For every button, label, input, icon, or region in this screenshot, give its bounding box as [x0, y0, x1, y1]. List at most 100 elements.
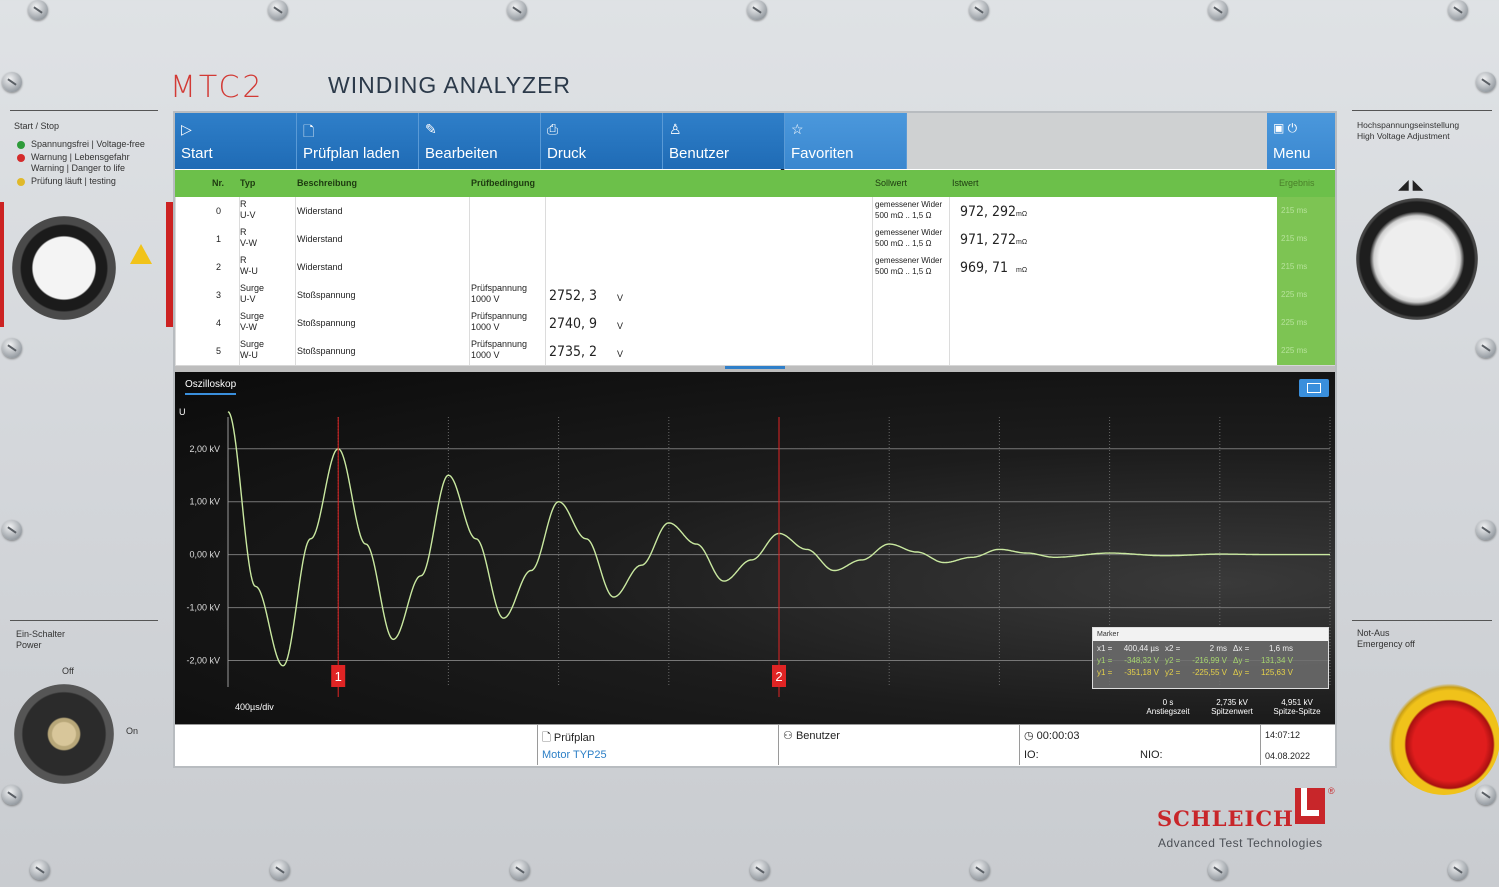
cell-typ: Surge U-V: [240, 283, 265, 304]
screw: [750, 860, 770, 880]
cell-pruefbedingung: Prüfspannung 1000 V: [471, 311, 528, 332]
table-row[interactable]: 5 Surge W-U Stoßspannung Prüfspannung 1000 …: [175, 337, 1335, 366]
user-button[interactable]: ♙ Benutzer: [663, 113, 785, 169]
screw: [1208, 860, 1228, 880]
oscilloscope-panel: Oszilloskop 2,00 kV 1,00 kV 0,00 kV -1,00 k…: [175, 372, 1335, 724]
table-row[interactable]: 2 R W-U Widerstand gemessener Wider 500 mΩ …: [175, 253, 1335, 282]
cell-ergebnis: 215 ms: [1277, 197, 1335, 225]
legend-item: Prüfung läuft | testing: [17, 176, 167, 189]
screw: [507, 0, 527, 20]
toolbar: ▷ Start 🗋 Prüfplan laden ✎ Bearbeiten ⎙ …: [175, 113, 1335, 179]
cell-istwert: 972, 292: [960, 204, 1017, 220]
cell-nr: 2: [216, 262, 222, 272]
fullscreen-button[interactable]: [1299, 379, 1329, 397]
cell-ergebnis: 225 ms: [1277, 309, 1335, 337]
cell-typ: Surge V-W: [240, 311, 265, 332]
start-stop-label: Start / Stop: [14, 121, 60, 131]
col-header-sollwert: Sollwert: [875, 170, 908, 197]
play-icon: ▷: [181, 121, 192, 137]
print-button[interactable]: ⎙ Druck: [541, 113, 663, 169]
red-led-icon: [17, 154, 25, 162]
measurement-peak: 2,735 kV Spitzenwert: [1211, 698, 1253, 716]
cell-nr: 0: [216, 206, 222, 216]
hv-arrows-icon: ◢ ◣: [1398, 176, 1424, 192]
user-icon: ⚇: [783, 730, 793, 742]
marker-cursor-label: 1: [335, 669, 342, 684]
cell-sollwert: [875, 311, 951, 339]
cell-measured-value: 2752, 3: [549, 288, 598, 304]
cell-unit: V: [617, 321, 624, 331]
screw: [268, 0, 288, 20]
col-header-pruefbedingung: Prüfbedingung: [471, 170, 535, 197]
right-divider: [1352, 620, 1492, 621]
start-stop-button[interactable]: [12, 216, 116, 320]
screw: [510, 860, 530, 880]
cell-beschreibung: Widerstand: [297, 262, 343, 272]
cell-ergebnis: 225 ms: [1277, 337, 1335, 365]
status-user[interactable]: ⚇ Benutzer: [778, 725, 1019, 765]
on-label: On: [126, 726, 139, 736]
hv-adjust-knob[interactable]: [1356, 198, 1478, 320]
cell-istwert-unit: mΩ: [1016, 267, 1028, 274]
measurement-peak-to-peak: 4,951 kV Spitze-Spitze: [1273, 698, 1321, 716]
tab-oszilloskop[interactable]: Oszilloskop: [185, 379, 237, 395]
cell-unit: V: [617, 293, 624, 303]
marker-box: Marker x1 = 400,44 µs x2 = 2 ms Δx = 1,6 ms y1…: [1092, 627, 1329, 689]
menu-button[interactable]: ▣ ⏻ Menu: [1267, 113, 1335, 169]
status-testplan[interactable]: 🗋 Prüfplan Motor TYP25: [537, 725, 778, 765]
y-tick-label: 2,00 kV: [189, 444, 220, 454]
power-key-switch[interactable]: [14, 684, 114, 784]
start-button[interactable]: ▷ Start: [175, 113, 297, 169]
time-value: 14:07:12: [1265, 730, 1301, 740]
legend-item: Spannungsfrei | Voltage-free: [17, 139, 167, 152]
screw: [1208, 0, 1228, 20]
cell-measured-value: 2735, 2: [549, 344, 598, 360]
status-timer: ◷ 00:00:03 IO: NIO:: [1019, 725, 1260, 765]
cell-nr: 1: [216, 234, 222, 244]
cell-istwert: 971, 272: [960, 232, 1017, 248]
load-testplan-button[interactable]: 🗋 Prüfplan laden: [297, 113, 419, 169]
screw: [747, 0, 767, 20]
table-row[interactable]: 0 R U-V Widerstand gemessener Wider 500 mΩ …: [175, 197, 1335, 226]
table-row[interactable]: 3 Surge U-V Stoßspannung Prüfspannung 1000 …: [175, 281, 1335, 310]
emergency-stop-button[interactable]: [1388, 683, 1499, 795]
cell-unit: V: [617, 349, 624, 359]
cell-typ: R U-V: [240, 199, 256, 220]
cell-sollwert: [875, 283, 951, 311]
cell-sollwert: gemessener Wider 500 mΩ .. 1,5 Ω: [875, 256, 943, 276]
test-table: Nr. Typ Beschreibung Prüfbedingung Sollw…: [175, 170, 1335, 366]
fullscreen-icon: [1307, 383, 1321, 393]
cell-measured-value: 2740, 9: [549, 316, 598, 332]
maker-name: SCHLEICH: [1157, 806, 1294, 831]
table-header: [175, 170, 1335, 197]
screw: [969, 0, 989, 20]
estop-label: Not-Aus Emergency off: [1357, 628, 1415, 649]
cell-ergebnis: 225 ms: [1277, 281, 1335, 309]
yellow-led-icon: [17, 177, 25, 186]
favorites-button[interactable]: ☆ Favoriten: [785, 113, 907, 169]
pencil-icon: ✎: [425, 121, 437, 137]
edit-button[interactable]: ✎ Bearbeiten: [419, 113, 541, 169]
device-title: WINDING ANALYZER: [328, 72, 572, 98]
cell-beschreibung: Stoßspannung: [297, 290, 356, 300]
cell-typ: R V-W: [240, 227, 257, 248]
clock-icon: ◷: [1024, 730, 1034, 742]
cell-nr: 3: [216, 290, 222, 300]
cell-istwert-unit: mΩ: [1016, 211, 1028, 218]
time-div-label: 400µs/div: [235, 702, 274, 712]
screw: [1476, 520, 1496, 540]
marker-cursor-flag: [772, 665, 786, 687]
table-row[interactable]: 1 R V-W Widerstand gemessener Wider 500 mΩ …: [175, 225, 1335, 254]
y-tick-label: -1,00 kV: [186, 603, 220, 613]
screw: [970, 860, 990, 880]
warning-icon: [130, 244, 152, 264]
cell-pruefbedingung: Prüfspannung 1000 V: [471, 339, 528, 360]
power-label: Ein-Schalter Power: [16, 629, 66, 650]
table-row[interactable]: 4 Surge V-W Stoßspannung Prüfspannung 1000 …: [175, 309, 1335, 338]
screw: [1476, 338, 1496, 358]
cell-pruefbedingung: Prüfspannung 1000 V: [471, 283, 528, 304]
cell-istwert: 969, 71: [960, 260, 1009, 276]
col-header-beschreibung: Beschreibung: [297, 170, 358, 197]
splitter[interactable]: [175, 366, 1335, 372]
